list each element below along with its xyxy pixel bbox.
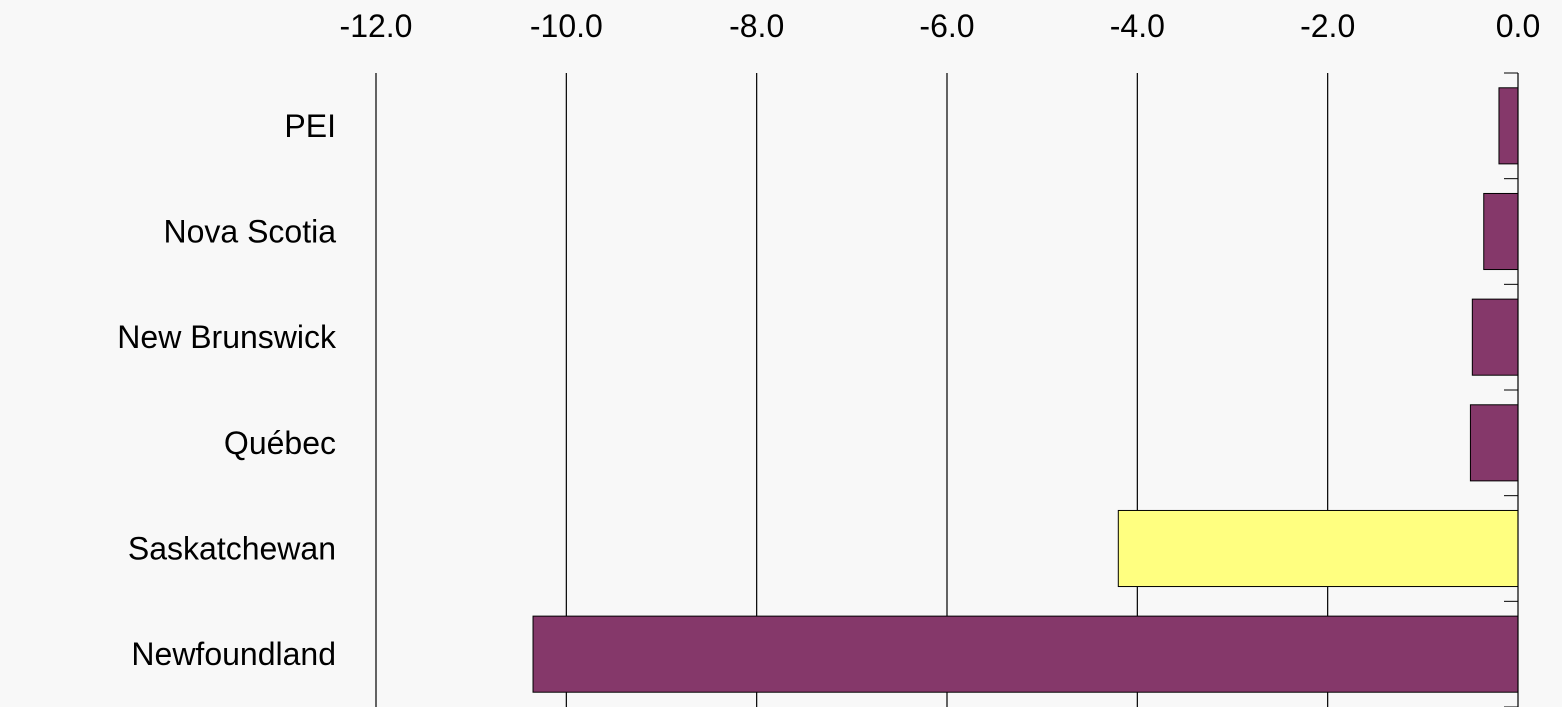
- bar: [1469, 404, 1519, 482]
- bar: [1483, 192, 1519, 271]
- value-axis: [1504, 72, 1519, 707]
- category-label: Québec: [224, 425, 336, 461]
- category-label: PEI: [284, 108, 336, 144]
- bar: [532, 615, 1519, 693]
- category-label: Nova Scotia: [163, 214, 336, 250]
- tick-labels: -12.0 -10.0 -8.0 -6.0 -4.0 -2.0 0.0: [340, 8, 1541, 44]
- bars: [532, 87, 1519, 693]
- category-label: New Brunswick: [117, 319, 337, 355]
- gridlines: [375, 73, 1329, 707]
- category-label: Saskatchewan: [128, 531, 336, 567]
- x-tick-label: -12.0: [340, 8, 413, 44]
- x-tick-label: -4.0: [1110, 8, 1165, 44]
- x-tick-label: -6.0: [919, 8, 974, 44]
- x-tick-label: -8.0: [729, 8, 784, 44]
- x-tick-label: -2.0: [1300, 8, 1355, 44]
- category-labels: PEI Nova Scotia New Brunswick Québec Saskatc…: [117, 108, 337, 672]
- x-tick-label: 0.0: [1496, 8, 1540, 44]
- x-tick-label: -10.0: [530, 8, 603, 44]
- bar: [1471, 298, 1519, 376]
- bar: [1117, 509, 1519, 588]
- category-label: Newfoundland: [131, 636, 336, 672]
- bar: [1498, 87, 1519, 165]
